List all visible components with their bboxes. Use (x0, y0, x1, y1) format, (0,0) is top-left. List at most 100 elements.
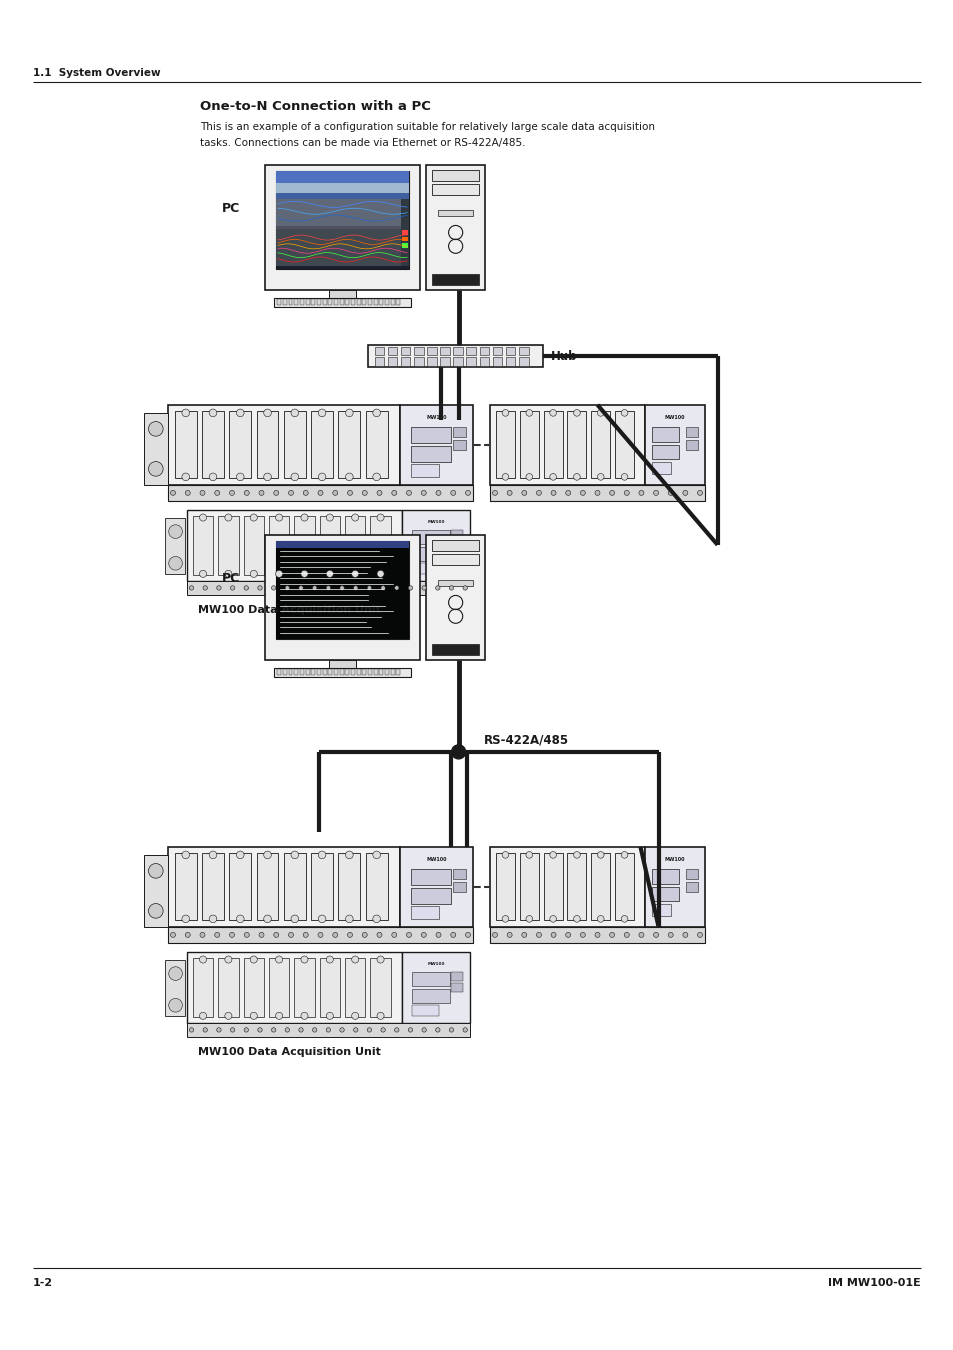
Circle shape (609, 490, 614, 495)
Circle shape (318, 915, 326, 922)
Bar (685, 882, 697, 892)
Bar (274, 297, 411, 306)
Bar (490, 405, 644, 485)
Bar (396, 298, 400, 305)
Bar (439, 347, 450, 355)
Circle shape (501, 409, 508, 416)
Bar (365, 412, 387, 478)
Bar (644, 405, 704, 485)
Circle shape (536, 490, 541, 495)
Circle shape (595, 933, 599, 937)
Bar (451, 972, 463, 980)
Text: MW100: MW100 (427, 520, 444, 524)
Circle shape (362, 933, 367, 937)
Circle shape (449, 586, 454, 590)
Circle shape (339, 586, 344, 590)
Bar (328, 668, 332, 675)
Circle shape (225, 514, 232, 521)
Bar (275, 541, 409, 548)
Bar (328, 290, 356, 297)
Bar (294, 298, 298, 305)
Bar (466, 358, 476, 366)
Circle shape (392, 933, 396, 937)
Circle shape (303, 933, 308, 937)
Circle shape (199, 956, 207, 963)
Circle shape (257, 586, 262, 590)
Text: MW100: MW100 (427, 961, 444, 965)
Circle shape (376, 570, 384, 578)
Circle shape (682, 490, 687, 495)
Circle shape (362, 490, 367, 495)
Bar (411, 869, 451, 886)
Bar (362, 298, 366, 305)
Circle shape (376, 933, 381, 937)
Circle shape (236, 915, 244, 922)
Circle shape (462, 586, 467, 590)
Bar (651, 446, 679, 459)
Circle shape (333, 490, 337, 495)
Circle shape (250, 1012, 257, 1019)
Bar (411, 427, 451, 443)
Bar (399, 846, 473, 927)
Circle shape (339, 1027, 344, 1033)
Circle shape (291, 915, 298, 922)
Bar (311, 668, 314, 675)
Circle shape (639, 490, 643, 495)
Circle shape (597, 915, 603, 922)
Circle shape (285, 586, 289, 590)
Circle shape (326, 1027, 331, 1033)
Bar (277, 668, 281, 675)
Bar (275, 198, 409, 225)
Circle shape (373, 472, 380, 481)
Circle shape (345, 850, 353, 859)
Circle shape (579, 490, 585, 495)
Circle shape (275, 570, 282, 578)
Bar (316, 668, 320, 675)
Circle shape (149, 421, 163, 436)
Circle shape (573, 915, 579, 922)
Bar (328, 298, 332, 305)
Bar (187, 580, 470, 595)
Bar (453, 358, 462, 366)
Circle shape (275, 956, 282, 963)
Bar (345, 298, 349, 305)
Bar (187, 1023, 470, 1037)
Circle shape (231, 1027, 234, 1033)
Bar (591, 412, 610, 478)
Circle shape (373, 915, 380, 922)
Circle shape (231, 586, 234, 590)
Bar (365, 853, 387, 921)
Circle shape (250, 514, 257, 521)
Bar (387, 358, 397, 366)
Bar (519, 412, 538, 478)
Bar (339, 298, 343, 305)
Circle shape (421, 933, 426, 937)
Circle shape (169, 556, 182, 570)
Bar (351, 668, 355, 675)
Circle shape (149, 903, 163, 918)
Circle shape (230, 933, 234, 937)
Bar (451, 983, 463, 992)
Bar (567, 853, 586, 921)
Bar (451, 541, 463, 549)
Text: MW100 Data Acquisition Unit: MW100 Data Acquisition Unit (198, 1048, 381, 1057)
Text: MW100: MW100 (664, 416, 684, 420)
Bar (479, 347, 489, 355)
Bar (168, 846, 399, 927)
Circle shape (272, 586, 275, 590)
Circle shape (620, 915, 627, 922)
Bar (453, 347, 462, 355)
Bar (411, 447, 451, 463)
Circle shape (354, 586, 357, 590)
Circle shape (189, 1027, 193, 1033)
Bar (399, 405, 473, 485)
Circle shape (395, 1027, 398, 1033)
Circle shape (244, 1027, 248, 1033)
Bar (269, 958, 289, 1018)
Circle shape (653, 933, 658, 937)
Bar (685, 427, 697, 437)
Bar (437, 580, 473, 586)
Circle shape (326, 1012, 333, 1019)
Circle shape (436, 490, 440, 495)
Circle shape (609, 933, 614, 937)
